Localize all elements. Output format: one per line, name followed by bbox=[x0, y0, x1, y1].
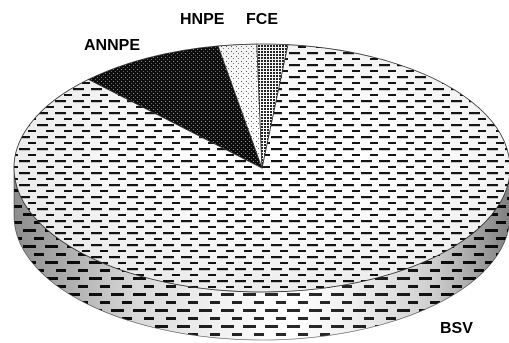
pie-side-shading bbox=[14, 168, 509, 340]
slice-label-fce: FCE bbox=[246, 11, 278, 28]
slice-label-hnpe: HNPE bbox=[180, 11, 225, 28]
slice-label-annpe: ANNPE bbox=[84, 37, 140, 54]
slice-label-bsv: BSV bbox=[440, 320, 473, 337]
